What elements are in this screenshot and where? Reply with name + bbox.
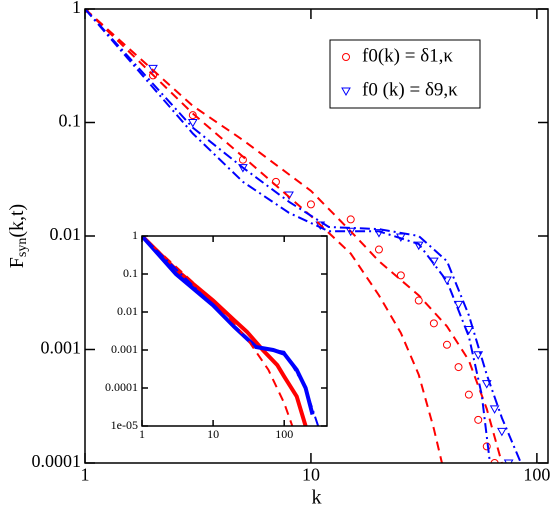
x-tick-label: 100 xyxy=(275,427,293,441)
series-line xyxy=(142,236,320,426)
y-tick-label: 0.001 xyxy=(111,342,138,356)
series-line xyxy=(142,236,308,426)
legend-label: f0(k) = δ1,κ xyxy=(362,45,453,66)
point xyxy=(489,405,500,414)
y-tick-label: 0.001 xyxy=(41,338,82,358)
point xyxy=(306,200,315,209)
y-tick-label: 0.0001 xyxy=(32,451,82,471)
series-line xyxy=(85,9,522,463)
x-tick-label: 100 xyxy=(523,465,550,485)
point xyxy=(490,459,499,463)
x-tick-label: 10 xyxy=(207,427,219,441)
point xyxy=(396,271,405,280)
point xyxy=(187,119,198,128)
legend-label: f0 (k) = δ9,κ xyxy=(362,79,458,100)
point xyxy=(442,276,452,285)
point xyxy=(497,427,507,437)
point xyxy=(481,380,492,389)
point xyxy=(346,215,355,224)
y-tick-label: 0.0001 xyxy=(105,380,138,394)
x-axis-label: k xyxy=(312,487,322,509)
point xyxy=(374,245,383,254)
point xyxy=(474,415,483,424)
y-axis-label: Fsyn(k,t) xyxy=(6,204,31,268)
series-line xyxy=(85,9,503,463)
legend-box xyxy=(329,39,481,109)
x-tick-label: 10 xyxy=(302,465,320,485)
y-axis-label-part: syn xyxy=(15,238,30,257)
y-tick-label: 0.1 xyxy=(123,266,138,280)
y-axis-label-part: F xyxy=(6,257,28,268)
x-tick-label: 1 xyxy=(81,465,90,485)
series-line xyxy=(85,9,443,463)
x-tick-label: 1 xyxy=(139,427,145,441)
y-tick-label: 1 xyxy=(132,228,138,242)
point xyxy=(464,390,473,399)
point xyxy=(503,459,514,463)
point xyxy=(374,229,384,238)
legend-marker xyxy=(342,53,350,61)
point xyxy=(148,64,158,74)
legend-marker xyxy=(341,87,351,97)
point xyxy=(453,300,464,310)
y-tick-label: 0.01 xyxy=(50,224,82,244)
plot-layer xyxy=(85,9,522,463)
point xyxy=(414,296,423,305)
plot-layer xyxy=(142,236,320,426)
y-tick-label: 0.1 xyxy=(59,111,82,131)
point xyxy=(482,442,491,451)
y-tick-label: 1e-05 xyxy=(111,418,138,432)
series-line xyxy=(85,9,491,463)
point xyxy=(473,351,484,360)
y-axis-label-part: (k,t) xyxy=(6,204,28,238)
point xyxy=(188,111,197,120)
series-line xyxy=(142,236,294,426)
plot-frame xyxy=(141,235,328,427)
point xyxy=(429,319,438,328)
y-tick-label: 1 xyxy=(72,0,81,17)
point xyxy=(345,227,356,237)
point xyxy=(454,363,463,372)
point xyxy=(442,340,451,349)
y-tick-label: 0.01 xyxy=(117,304,138,318)
